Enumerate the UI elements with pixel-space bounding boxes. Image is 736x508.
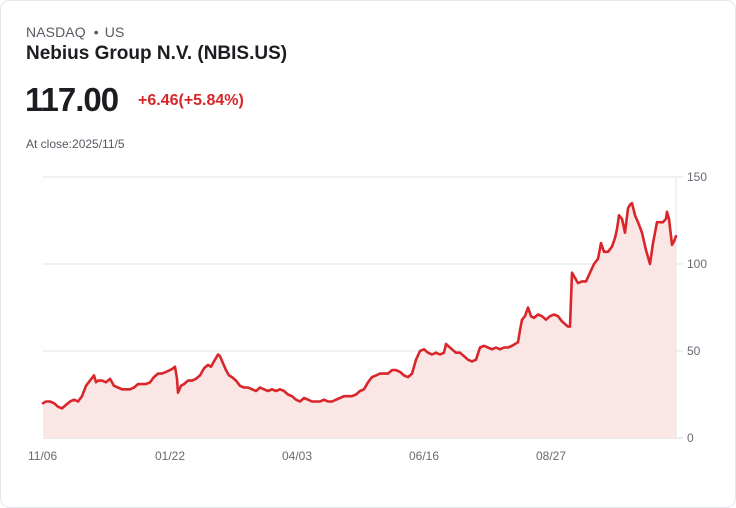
- y-tick-label: 100: [687, 257, 707, 271]
- y-axis-labels: 0 50 100 150: [687, 170, 707, 445]
- x-tick-label: 01/22: [155, 449, 185, 463]
- y-tick-label: 0: [687, 431, 694, 445]
- separator-dot: •: [93, 24, 99, 40]
- exchange-info: NASDAQ • US: [26, 24, 124, 40]
- price-area-fill: [43, 203, 676, 438]
- x-axis-labels: 11/06 01/22 04/03 06/16 08/27: [28, 449, 566, 463]
- exchange-name: NASDAQ: [26, 24, 86, 40]
- price-change: +6.46(+5.84%): [138, 92, 244, 109]
- region-label: US: [104, 24, 125, 40]
- stock-title: Nebius Group N.V. (NBIS.US): [26, 43, 288, 64]
- price-line: [41, 201, 678, 410]
- stock-price: 117.00: [25, 81, 119, 118]
- x-tick-label: 06/16: [409, 449, 439, 463]
- close-time: At close:2025/11/5: [26, 137, 125, 151]
- x-tick-label: 08/27: [536, 449, 566, 463]
- x-tick-label: 11/06: [28, 449, 57, 463]
- y-tick-label: 150: [687, 170, 707, 184]
- x-tick-label: 04/03: [282, 449, 312, 463]
- y-tick-label: 50: [687, 344, 701, 358]
